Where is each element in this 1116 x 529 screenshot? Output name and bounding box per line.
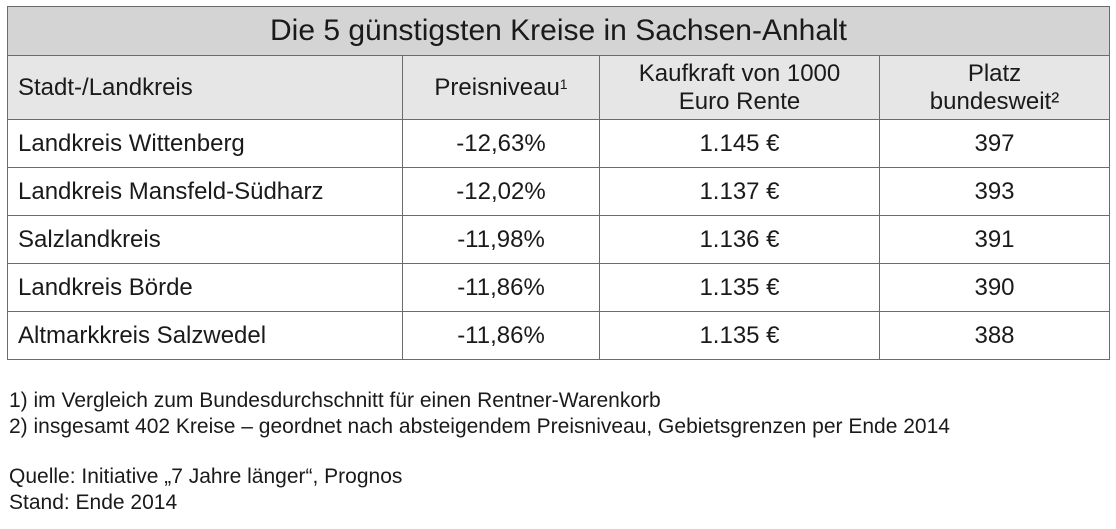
- table-title: Die 5 günstigsten Kreise in Sachsen-Anha…: [6, 6, 1111, 56]
- cell-platz: 388: [878, 311, 1111, 360]
- cell-platz: 391: [878, 215, 1111, 264]
- header-kreis: Stadt-/Landkreis: [7, 55, 403, 120]
- ranking-table-container: Die 5 günstigsten Kreise in Sachsen-Anha…: [6, 6, 1111, 360]
- header-kaufkraft-line1: Kaufkraft von 1000: [638, 59, 841, 87]
- header-row: Stadt-/Landkreis Preisniveau1 Kaufkraft …: [7, 55, 1111, 120]
- footnote-spacer: [9, 440, 950, 464]
- cell-preisniveau: -11,86%: [402, 311, 600, 360]
- table-row: Landkreis Wittenberg -12,63% 1.145 € 397: [7, 119, 1111, 168]
- header-platz: Platz bundesweit²: [878, 55, 1111, 120]
- ranking-table: Die 5 günstigsten Kreise in Sachsen-Anha…: [6, 6, 1111, 360]
- footnotes: 1) im Vergleich zum Bundesdurchschnitt f…: [9, 388, 950, 516]
- cell-platz: 393: [878, 167, 1111, 216]
- header-platz-line2: bundesweit²: [929, 87, 1060, 115]
- cell-kaufkraft: 1.145 €: [599, 119, 880, 168]
- cell-preisniveau: -11,98%: [402, 215, 600, 264]
- cell-preisniveau: -12,63%: [402, 119, 600, 168]
- cell-kaufkraft: 1.137 €: [599, 167, 880, 216]
- footnote-2: 2) insgesamt 402 Kreise – geordnet nach …: [9, 415, 950, 438]
- cell-kreis: Salzlandkreis: [7, 215, 403, 264]
- cell-kreis: Landkreis Wittenberg: [7, 119, 403, 168]
- table-row: Landkreis Börde -11,86% 1.135 € 390: [7, 263, 1111, 312]
- cell-kaufkraft: 1.135 €: [599, 263, 880, 312]
- cell-kaufkraft: 1.135 €: [599, 311, 880, 360]
- date-line: Stand: Ende 2014: [9, 491, 178, 514]
- table-row: Altmarkkreis Salzwedel -11,86% 1.135 € 3…: [7, 311, 1111, 360]
- cell-kreis: Landkreis Mansfeld-Südharz: [7, 167, 403, 216]
- footnote-marker-1: 1: [559, 75, 568, 92]
- footnote-1: 1) im Vergleich zum Bundesdurchschnitt f…: [9, 389, 661, 412]
- cell-platz: 390: [878, 263, 1111, 312]
- cell-platz: 397: [878, 119, 1111, 168]
- cell-preisniveau: -12,02%: [402, 167, 600, 216]
- source-line: Quelle: Initiative „7 Jahre länger“, Pro…: [9, 465, 403, 488]
- header-platz-line1: Platz: [967, 59, 1022, 87]
- table-row: Landkreis Mansfeld-Südharz -12,02% 1.137…: [7, 167, 1111, 216]
- header-kaufkraft-line2: Euro Rente: [678, 87, 801, 115]
- cell-kreis: Altmarkkreis Salzwedel: [7, 311, 403, 360]
- title-row: Die 5 günstigsten Kreise in Sachsen-Anha…: [6, 6, 1111, 56]
- header-preisniveau: Preisniveau1: [402, 55, 600, 120]
- cell-kaufkraft: 1.136 €: [599, 215, 880, 264]
- header-kaufkraft: Kaufkraft von 1000 Euro Rente: [599, 55, 880, 120]
- table-row: Salzlandkreis -11,98% 1.136 € 391: [7, 215, 1111, 264]
- header-preisniveau-label: Preisniveau: [434, 73, 560, 101]
- cell-kreis: Landkreis Börde: [7, 263, 403, 312]
- cell-preisniveau: -11,86%: [402, 263, 600, 312]
